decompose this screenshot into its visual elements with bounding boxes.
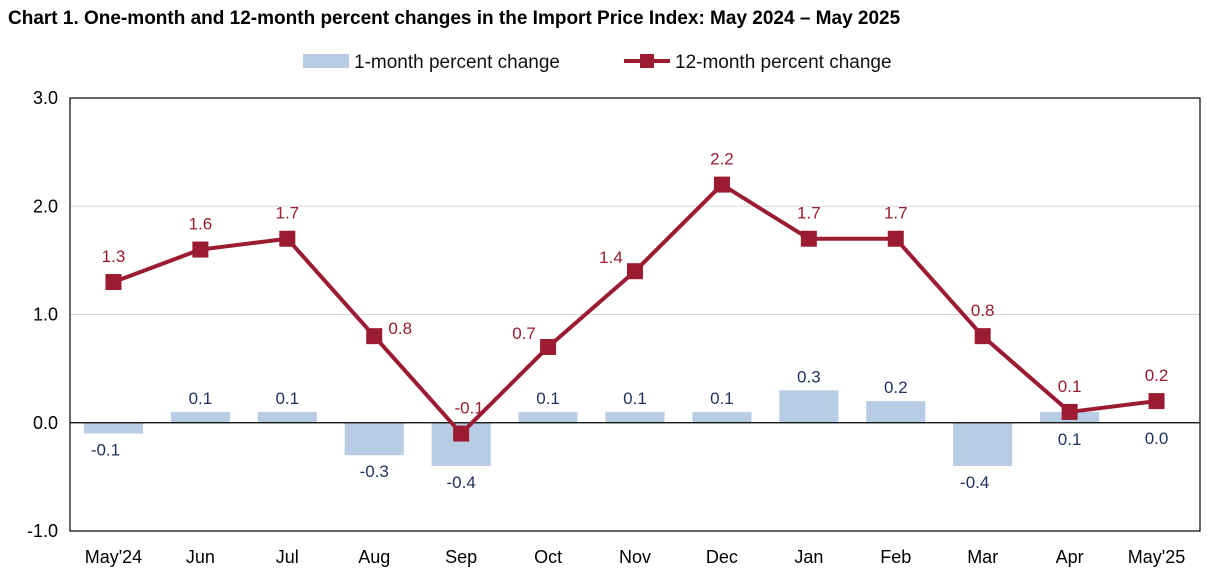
line-marker — [192, 241, 209, 258]
bar — [344, 422, 404, 456]
bar-data-label: 0.1 — [189, 389, 213, 408]
line-data-label: 1.7 — [275, 204, 299, 223]
line-marker — [366, 328, 383, 345]
line-data-label: 1.4 — [599, 248, 623, 267]
bar — [779, 390, 839, 423]
gridlines — [70, 97, 1200, 315]
chart-title: Chart 1. One-month and 12-month percent … — [8, 8, 901, 29]
x-tick-label: Feb — [880, 547, 911, 567]
line-marker — [105, 274, 122, 291]
line-marker — [627, 263, 643, 280]
y-axis-ticks: -1.0 0.0 1.0 2.0 3.0 — [27, 88, 58, 541]
bar — [866, 401, 926, 423]
bar — [692, 411, 752, 423]
bar-data-label: 0.1 — [275, 389, 299, 408]
line-marker — [974, 328, 991, 345]
legend-line-marker — [640, 54, 654, 68]
x-tick-label: Jul — [276, 547, 299, 567]
bar-data-label: 0.1 — [536, 389, 560, 408]
line-data-label: 2.2 — [710, 150, 734, 169]
line-marker — [1148, 393, 1165, 410]
bar — [518, 411, 578, 423]
plot-border — [69, 97, 1201, 532]
bar — [605, 411, 665, 423]
bar-data-label: 0.1 — [710, 389, 734, 408]
bar-series — [83, 390, 1187, 467]
line-data-label: 0.7 — [512, 324, 536, 343]
bar-labels: -0.1 0.1 0.1 -0.3 -0.4 0.1 0.1 0.1 0.3 0.2 -0.4 0.1… — [91, 367, 1169, 492]
bar-data-label: 0.2 — [884, 378, 908, 397]
x-tick-label: May'25 — [1128, 547, 1185, 567]
legend-bar-label: 1-month percent change — [354, 52, 560, 73]
line-data-label: -0.1 — [455, 399, 484, 418]
line-marker — [713, 176, 730, 193]
line-marker — [540, 338, 557, 355]
bar — [953, 422, 1013, 467]
line-data-label: 0.1 — [1058, 377, 1082, 396]
x-tick-label: Apr — [1056, 547, 1084, 567]
x-axis-ticks: May'24 Jun Jul Aug Sep Oct Nov Dec Jan Feb Mar Apr M… — [85, 547, 1186, 567]
line-data-label: 0.8 — [388, 319, 412, 338]
x-tick-label: Mar — [967, 547, 998, 567]
line-labels: 1.3 1.6 1.7 0.8 -0.1 0.7 1.4 2.2 1.7 1.7 0.8 0.1 0.2 — [102, 150, 1169, 418]
plot-frame — [69, 97, 1201, 532]
bar — [83, 422, 144, 434]
line-data-label: 1.7 — [797, 204, 821, 223]
bar-data-label: -0.4 — [447, 473, 476, 492]
line-marker — [1061, 403, 1078, 420]
line-marker — [453, 425, 470, 442]
y-tick-label: 0.0 — [33, 413, 58, 433]
legend-line-label: 12-month percent change — [675, 52, 892, 73]
x-tick-label: Jun — [186, 547, 215, 567]
x-tick-label: May'24 — [85, 547, 142, 567]
y-tick-label: 1.0 — [33, 305, 58, 325]
line-data-label: 0.2 — [1145, 366, 1169, 385]
y-tick-label: -1.0 — [27, 521, 58, 541]
bar-data-label: -0.3 — [360, 462, 389, 481]
line-data-label: 1.7 — [884, 204, 908, 223]
bar-data-label: -0.4 — [960, 473, 989, 492]
line-data-label: 1.3 — [102, 247, 126, 266]
bar-data-label: 0.1 — [1058, 430, 1082, 449]
line-data-label: 1.6 — [189, 215, 213, 234]
line-marker — [800, 230, 817, 247]
bar — [170, 411, 230, 423]
line-marker — [279, 230, 296, 247]
x-tick-label: Jan — [794, 547, 823, 567]
legend: 1-month percent change 12-month percent … — [303, 52, 892, 73]
bar-data-label: -0.1 — [91, 441, 120, 460]
bar-data-label: 0.1 — [623, 389, 647, 408]
bar-data-label: 0.3 — [797, 367, 821, 386]
legend-bar-swatch — [303, 54, 349, 68]
bar-data-label: 0.0 — [1145, 429, 1169, 448]
line-data-label: 0.8 — [971, 301, 995, 320]
y-tick-label: 3.0 — [33, 88, 58, 108]
x-tick-label: Nov — [619, 547, 651, 567]
line-marker — [887, 230, 904, 247]
x-tick-label: Oct — [534, 547, 562, 567]
bar — [257, 411, 317, 423]
line-markers — [105, 176, 1165, 442]
x-tick-label: Sep — [445, 547, 477, 567]
x-tick-label: Dec — [706, 547, 738, 567]
x-tick-label: Aug — [358, 547, 390, 567]
y-tick-label: 2.0 — [33, 196, 58, 216]
